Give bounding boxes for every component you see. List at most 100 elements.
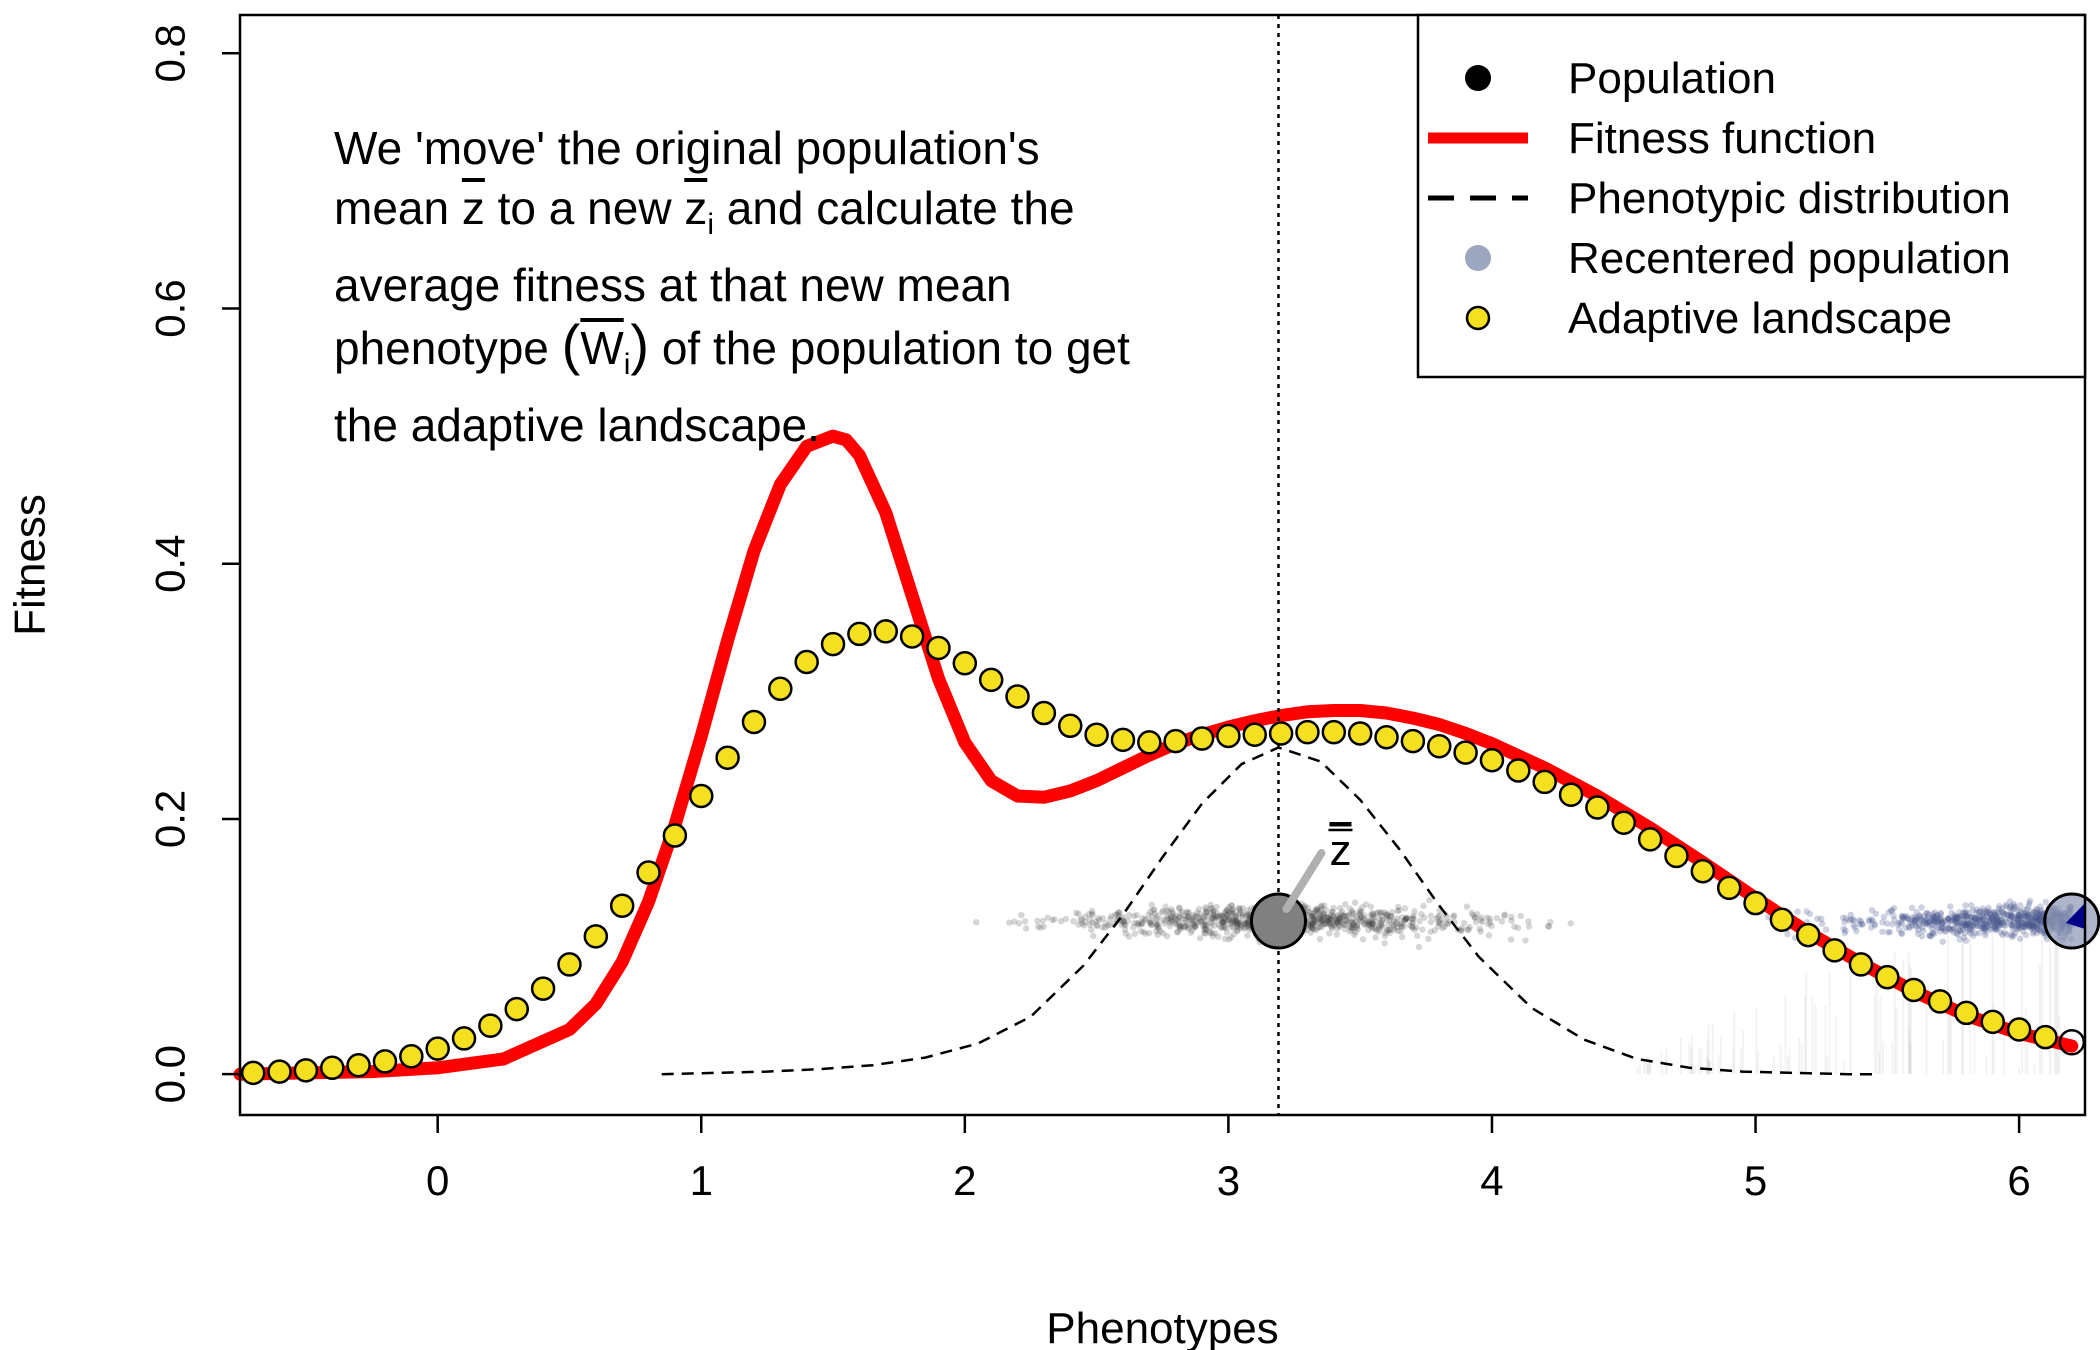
recentered-point (1898, 920, 1905, 927)
population-point (1234, 919, 1242, 926)
population-point (1368, 910, 1376, 917)
population-point (1330, 904, 1337, 912)
population-point (1390, 924, 1398, 932)
recentered-point (1925, 919, 1932, 926)
population-point (1190, 923, 1198, 931)
population-point (1210, 908, 1217, 915)
population-point (1169, 910, 1177, 917)
population-point (1352, 918, 1359, 925)
recentered-point (1908, 922, 1916, 929)
recentered-point (1950, 918, 1958, 926)
population-point (1229, 910, 1236, 918)
recentered-point (1981, 925, 1988, 933)
population-point (1243, 920, 1251, 927)
population-point (1369, 920, 1376, 927)
recentered-point (1937, 910, 1945, 918)
recentered-point (2027, 923, 2034, 930)
recentered-point (1880, 913, 1888, 921)
population-point (1507, 936, 1515, 943)
population-point (1409, 923, 1416, 931)
population-point (1338, 910, 1345, 918)
population-point (1153, 923, 1160, 930)
recentered-point (2006, 915, 2014, 922)
population-point (1120, 918, 1127, 926)
population-point (1224, 911, 1231, 919)
population-point (1234, 920, 1241, 928)
population-point (1313, 906, 1321, 913)
population-point (1147, 919, 1154, 927)
recentered-point (2008, 933, 2015, 941)
population-point (1398, 933, 1406, 941)
population-point (1155, 925, 1163, 932)
population-point (1348, 907, 1356, 915)
population-point (1416, 917, 1423, 925)
population-point (1169, 913, 1176, 920)
recentered-point (1868, 906, 1876, 914)
recentered-point (2029, 910, 2036, 918)
recentered-point (2034, 915, 2042, 923)
recentered-point (1955, 915, 1962, 922)
x-tick-label: 6 (2007, 1157, 2030, 1204)
population-point (1320, 909, 1327, 917)
recentered-point (2018, 913, 2026, 921)
population-point (1147, 921, 1155, 928)
recentered-point (1986, 917, 1994, 924)
population-point (1446, 918, 1453, 926)
adaptive-landscape-point (1585, 795, 1610, 820)
population-point (1085, 911, 1093, 918)
population-point (1207, 918, 1214, 926)
recentered-point (1953, 913, 1961, 920)
recentered-point (1991, 911, 1999, 919)
population-point (1039, 917, 1046, 925)
recentered-point (1970, 932, 1977, 939)
population-point (1164, 914, 1171, 922)
population-point (1450, 913, 1457, 920)
recentered-point (1949, 926, 1957, 933)
recentered-point (1929, 910, 1937, 918)
adaptive-landscape-point (741, 709, 767, 735)
recentered-point (1794, 908, 1801, 915)
adaptive-landscape-point (1479, 747, 1505, 773)
population-point (1241, 920, 1248, 927)
population-point (1171, 919, 1179, 926)
population-point (1088, 910, 1096, 917)
recentered-point (1930, 917, 1938, 925)
population-point (1346, 923, 1353, 930)
recentered-point (1975, 915, 1982, 922)
population-point (1402, 916, 1409, 923)
population-point (1353, 921, 1361, 929)
recentered-point (1913, 908, 1920, 916)
population-point (1226, 916, 1233, 923)
population-point (1309, 913, 1316, 920)
population-point (1165, 908, 1173, 916)
population-point (1311, 912, 1319, 920)
population-point (1219, 918, 1227, 925)
recentered-point (1967, 915, 1974, 923)
population-point (1408, 919, 1416, 926)
population-point (1157, 928, 1164, 935)
population-point (1168, 918, 1175, 925)
recentered-point (1979, 921, 1987, 928)
population-point (1120, 913, 1127, 921)
x-tick-label: 4 (1480, 1157, 1503, 1204)
recentered-point (2033, 917, 2040, 925)
population-point (1234, 920, 1242, 927)
population-point (1337, 918, 1344, 926)
population-point (1154, 921, 1161, 928)
population-point (1210, 913, 1217, 920)
recentered-point (1981, 907, 1989, 915)
mean-arrow (1282, 849, 1326, 914)
recentered-point (2031, 908, 2038, 916)
population-point (1086, 916, 1094, 923)
adaptive-landscape-point (1611, 810, 1636, 836)
population-point (1343, 917, 1351, 924)
population-point (1398, 920, 1405, 927)
recentered-point (2037, 918, 2045, 926)
adaptive-landscape-point (2033, 1024, 2058, 1050)
population-point (1375, 925, 1383, 932)
recentered-point (2030, 914, 2038, 921)
recentered-point (2025, 911, 2032, 919)
population-point (1153, 921, 1160, 928)
recentered-point (1997, 921, 2004, 928)
population-point (1514, 924, 1522, 932)
